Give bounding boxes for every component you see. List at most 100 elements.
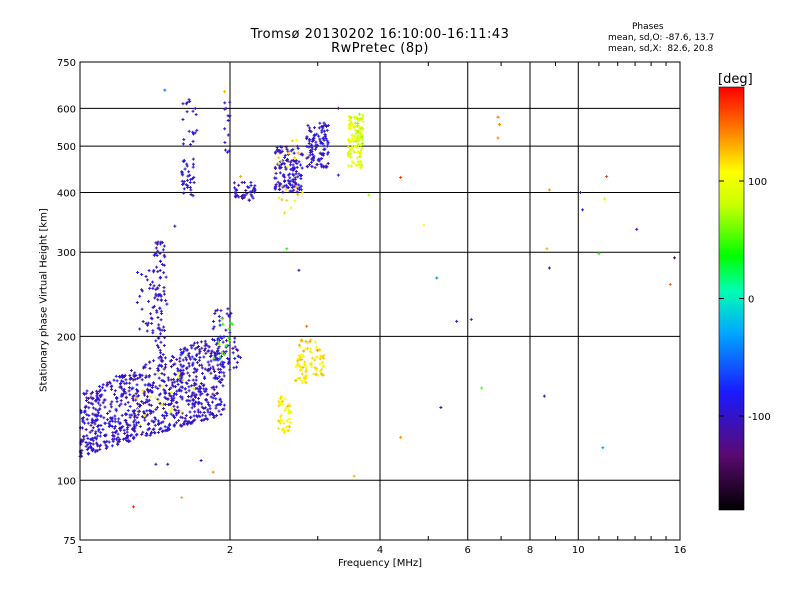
data-point <box>222 371 226 375</box>
data-point <box>274 184 278 188</box>
data-point <box>322 144 326 148</box>
data-point <box>292 188 296 192</box>
data-point <box>217 402 221 406</box>
data-point <box>203 344 207 348</box>
data-point <box>212 351 216 355</box>
data-point <box>190 384 194 388</box>
data-point <box>233 357 237 361</box>
phases-title: Phases <box>632 22 664 32</box>
data-point <box>103 405 107 409</box>
data-point <box>160 262 164 266</box>
data-point <box>138 409 142 413</box>
data-point <box>85 389 89 393</box>
data-point <box>144 376 148 380</box>
data-point <box>215 352 219 356</box>
data-point <box>158 348 162 352</box>
data-point <box>233 336 237 340</box>
data-point <box>194 354 198 358</box>
data-point <box>166 397 170 401</box>
data-point <box>174 392 178 396</box>
data-point <box>182 138 186 142</box>
y-tick-label: 750 <box>57 58 76 69</box>
data-point <box>279 396 283 400</box>
data-point <box>352 149 356 153</box>
data-point <box>134 398 138 402</box>
data-point <box>189 143 193 147</box>
data-point <box>119 402 123 406</box>
data-point <box>151 280 155 284</box>
data-point <box>116 436 120 440</box>
data-point <box>94 407 98 411</box>
data-point <box>282 421 286 425</box>
data-point <box>222 335 226 339</box>
data-point <box>81 418 85 422</box>
data-point <box>145 278 149 282</box>
data-point <box>125 434 129 438</box>
data-point <box>175 379 179 383</box>
data-point <box>156 345 160 349</box>
data-point <box>220 317 224 321</box>
data-point <box>161 420 165 424</box>
data-point <box>192 132 196 136</box>
data-point <box>156 315 160 319</box>
data-point <box>191 157 195 161</box>
data-point <box>99 414 103 418</box>
data-point <box>313 147 317 151</box>
data-point <box>275 145 279 149</box>
data-point <box>355 139 359 143</box>
data-point <box>439 405 443 409</box>
data-point <box>235 360 239 364</box>
data-point <box>148 395 152 399</box>
data-point <box>355 117 359 121</box>
data-point <box>223 127 227 131</box>
data-point <box>137 403 141 407</box>
data-point <box>85 417 89 421</box>
data-point <box>165 411 169 415</box>
data-point <box>149 283 153 287</box>
data-point <box>101 401 105 405</box>
data-point <box>223 140 227 144</box>
data-point <box>135 402 139 406</box>
data-point <box>121 437 125 441</box>
data-point <box>176 378 180 382</box>
data-point <box>283 409 287 413</box>
data-point <box>277 426 281 430</box>
data-point <box>209 351 213 355</box>
data-point <box>212 356 216 360</box>
data-point <box>182 187 186 191</box>
data-point <box>184 419 188 423</box>
data-point <box>221 362 225 366</box>
data-point <box>180 365 184 369</box>
data-point <box>86 396 90 400</box>
data-point <box>298 358 302 362</box>
data-point <box>310 160 314 164</box>
data-point <box>95 394 99 398</box>
data-point <box>176 405 180 409</box>
data-point <box>153 416 157 420</box>
data-point <box>175 358 179 362</box>
data-point <box>310 356 314 360</box>
data-point <box>314 345 318 349</box>
data-point <box>324 137 328 141</box>
data-point <box>137 420 141 424</box>
data-point <box>169 365 173 369</box>
data-point <box>172 396 176 400</box>
data-point <box>164 384 168 388</box>
data-point <box>142 414 146 418</box>
data-point <box>210 412 214 416</box>
data-point <box>162 244 166 248</box>
data-point <box>183 416 187 420</box>
data-point <box>171 363 175 367</box>
data-point <box>135 301 139 305</box>
data-point <box>300 372 304 376</box>
data-point <box>313 340 317 344</box>
data-point <box>90 448 94 452</box>
data-point <box>135 432 139 436</box>
data-point <box>145 409 149 413</box>
data-point <box>179 348 183 352</box>
phases-x-stats: mean, sd,X: 82.6, 20.8 <box>608 44 714 54</box>
data-point <box>183 387 187 391</box>
data-point <box>128 393 132 397</box>
data-point <box>151 306 155 310</box>
data-point <box>160 364 164 368</box>
